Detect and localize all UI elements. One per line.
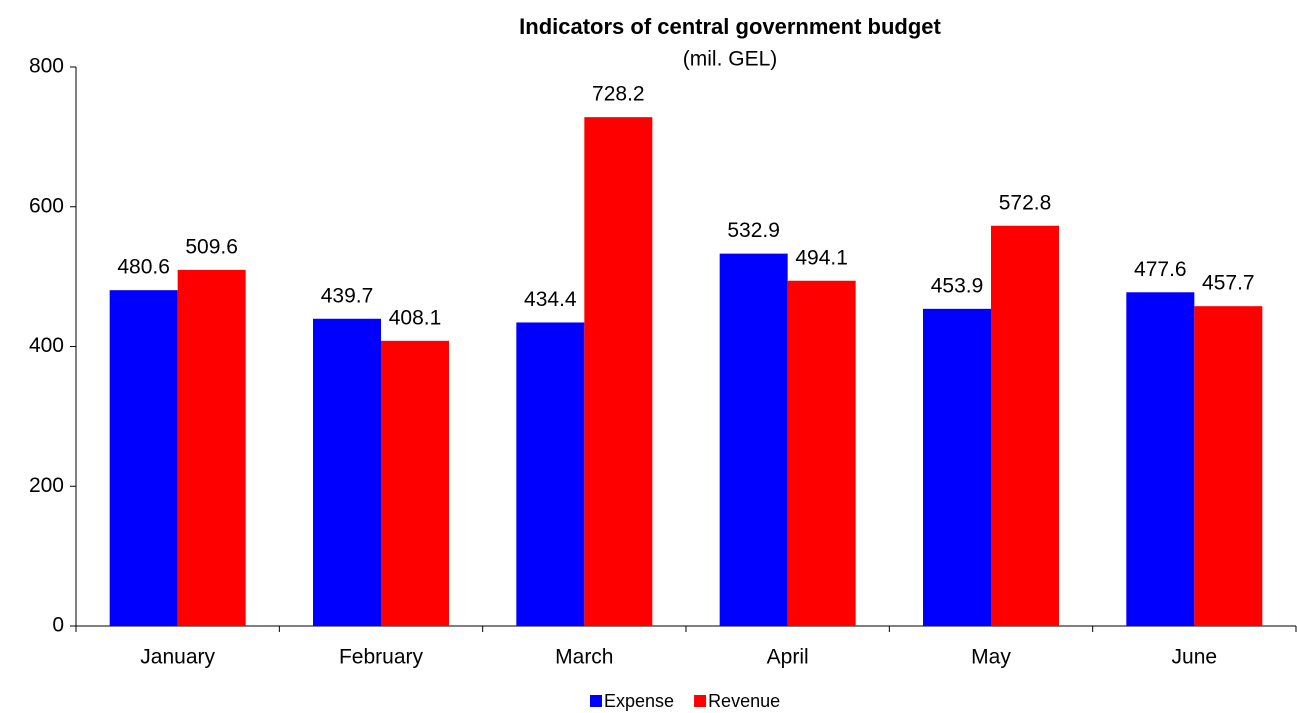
bar — [109, 290, 178, 626]
bar — [516, 322, 585, 626]
value-label: 408.1 — [389, 306, 442, 329]
chart-title: Indicators of central government budget — [519, 14, 941, 39]
x-tick-label: February — [339, 646, 424, 669]
legend-label: Expense — [604, 691, 674, 711]
x-tick-label: January — [140, 646, 215, 669]
value-label: 480.6 — [117, 256, 170, 279]
x-tick-label: June — [1172, 646, 1218, 669]
y-tick-label: 200 — [29, 474, 64, 497]
value-label: 453.9 — [931, 274, 984, 297]
y-tick-label: 0 — [52, 614, 64, 637]
legend-label: Revenue — [708, 691, 780, 711]
bar — [381, 340, 449, 626]
bar — [313, 318, 381, 626]
bar — [584, 117, 653, 626]
y-tick-label: 600 — [29, 194, 64, 217]
y-tick-label: 800 — [29, 55, 64, 78]
value-label: 457.7 — [1202, 272, 1255, 295]
bar — [991, 225, 1059, 627]
value-label: 494.1 — [795, 246, 848, 269]
bar — [923, 308, 991, 626]
x-tick-label: March — [555, 646, 613, 669]
legend-swatch — [694, 695, 707, 707]
bar — [787, 280, 856, 626]
value-label: 509.6 — [185, 235, 238, 258]
bar — [1194, 306, 1263, 626]
bar — [719, 253, 788, 627]
value-label: 532.9 — [727, 219, 780, 242]
chart-subtitle: (mil. GEL) — [683, 48, 778, 71]
value-label: 477.6 — [1134, 258, 1187, 281]
value-label: 439.7 — [321, 284, 374, 307]
y-tick-label: 400 — [29, 334, 64, 357]
x-tick-label: May — [971, 646, 1011, 669]
bar — [1126, 292, 1195, 626]
value-label: 572.8 — [999, 191, 1052, 214]
legend-swatch — [590, 695, 602, 707]
value-label: 434.4 — [524, 288, 577, 311]
x-tick-label: April — [767, 646, 809, 669]
bar — [177, 269, 246, 626]
value-label: 728.2 — [592, 83, 645, 106]
